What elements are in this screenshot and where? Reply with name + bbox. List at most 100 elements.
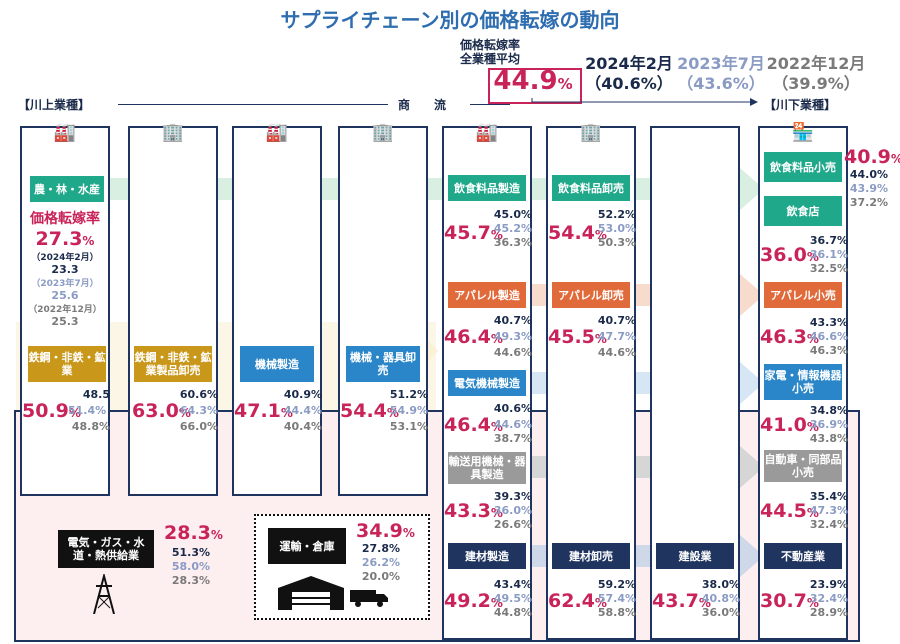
construction-v23: 40.8%	[701, 592, 740, 605]
average-arrow	[531, 98, 758, 106]
realestate-v24: 23.9%	[809, 578, 848, 591]
warehouse-icon	[278, 576, 344, 610]
apparel-rt-label: アパレル小売	[764, 282, 842, 308]
utility-v22: 28.3%	[171, 574, 210, 587]
steel-big: 50.9%	[22, 400, 81, 422]
office-icon: 🏢	[579, 122, 603, 143]
restaurant-v23: 36.1%	[809, 248, 848, 261]
apparel-rt-v24: 43.3%	[809, 316, 848, 329]
food-rt-big: 40.9%	[844, 146, 900, 168]
bm-ws-big: 62.4%	[548, 590, 607, 612]
apparel-ws-label: アパレル卸売	[552, 282, 630, 308]
bm-mfg-label: 建材製造	[448, 543, 526, 569]
steel-label: 鉄鋼・非鉄・鉱業	[28, 346, 106, 382]
average-box	[488, 68, 582, 104]
logistics-v23: 26.2%	[361, 556, 400, 569]
bm-ws-v23: 57.4%	[597, 592, 636, 605]
food-mfg-v23: 45.2%	[493, 222, 532, 235]
realestate-label: 不動産業	[764, 543, 842, 569]
elec-rt-v24: 34.8%	[809, 404, 848, 417]
downstream-label: 【川下業種】	[764, 98, 837, 112]
apparel-mfg-v22: 44.6%	[493, 346, 532, 359]
food-ws-v23: 53.0%	[597, 222, 636, 235]
steel-v24: 48.5	[82, 388, 110, 401]
food-rt-label: 飲食料品小売	[764, 152, 842, 182]
steel-v22: 48.8%	[71, 420, 110, 433]
bm-ws-label: 建材卸売	[552, 543, 630, 569]
restaurant-v24: 36.7%	[809, 234, 848, 247]
truck-icon	[350, 590, 388, 607]
flow-line-left	[118, 104, 388, 105]
office-icon: 🏢	[371, 122, 395, 143]
machinery-ws-v22: 53.1%	[389, 420, 428, 433]
average-label: 価格転嫁率 全業種平均	[459, 38, 520, 66]
transport-mfg-v24: 39.3%	[493, 490, 532, 503]
logistics-big: 34.9%	[356, 520, 415, 542]
auto-rt-v22: 32.4%	[809, 518, 848, 531]
apparel-ws-v24: 40.7%	[597, 314, 636, 327]
period-2024: 2024年2月 （40.6%）	[585, 54, 673, 93]
food-mfg-v24: 45.0%	[493, 208, 532, 221]
logistics-label: 運輸・倉庫	[268, 528, 346, 564]
realestate-v23: 32.4%	[809, 592, 848, 605]
elec-mfg-big: 46.4%	[444, 414, 503, 436]
period-2023: 2023年7月 （43.6%）	[677, 54, 765, 93]
elec-mfg-v23: 44.6%	[493, 418, 532, 431]
utility-label: 電気・ガス・水道・熱供給業	[58, 530, 154, 568]
elec-rt-v23: 36.9%	[809, 418, 848, 431]
power-tower-icon	[93, 574, 115, 614]
steel-ws-big: 63.0%	[132, 400, 191, 422]
apparel-mfg-label: アパレル製造	[448, 282, 526, 308]
food-rt-v22: 37.2%	[849, 196, 888, 209]
transport-mfg-v23: 36.0%	[493, 504, 532, 517]
ribbon-apparel-head	[740, 274, 764, 316]
period-2022: 2022年12月 （39.9%）	[766, 54, 866, 93]
column-machinery-ws	[338, 126, 428, 496]
ribbon-food-head	[740, 168, 764, 210]
ribbon-auto-head	[740, 446, 764, 488]
machinery-ws-v24: 51.2%	[389, 388, 428, 401]
elec-mfg-v22: 38.7%	[493, 432, 532, 445]
machinery-ws-big: 54.4%	[340, 400, 399, 422]
steel-ws-label: 鉄鋼・非鉄・鉱業製品卸売	[134, 346, 212, 382]
legend: 価格転嫁率 27.3% （2024年2月） 23.3 （2023年7月） 25.…	[28, 211, 102, 328]
machinery-v24: 40.9%	[283, 388, 322, 401]
auto-rt-label: 自動車・同部品小売	[764, 450, 842, 482]
steel-ws-v23: 64.3%	[179, 404, 218, 417]
transport-mfg-v22: 26.6%	[493, 518, 532, 531]
elec-mfg-v24: 40.6%	[493, 402, 532, 415]
apparel-ws-v22: 44.6%	[597, 346, 636, 359]
elec-rt-label: 家電・情報機器小売	[764, 364, 842, 400]
apparel-rt-v23: 46.6%	[809, 330, 848, 343]
realestate-big: 30.7%	[760, 590, 819, 612]
food-ws-big: 54.4%	[548, 222, 607, 244]
auto-rt-v23: 47.3%	[809, 504, 848, 517]
steel-ws-v22: 66.0%	[179, 420, 218, 433]
steel-ws-v24: 60.6%	[179, 388, 218, 401]
bm-mfg-v24: 43.4%	[493, 578, 532, 591]
logistics-v24: 27.8%	[361, 542, 400, 555]
apparel-rt-big: 46.3%	[760, 326, 819, 348]
logistics-v22: 20.0%	[361, 570, 400, 583]
transport-mfg-big: 43.3%	[444, 500, 503, 522]
machinery-v22: 40.4%	[283, 420, 322, 433]
ribbon-elec-head	[740, 362, 764, 404]
utility-big: 28.3%	[164, 522, 223, 544]
utility-v23: 58.0%	[171, 560, 210, 573]
apparel-rt-v22: 46.3%	[809, 344, 848, 357]
flow-label: 商 流	[398, 98, 447, 112]
bm-mfg-v22: 44.8%	[493, 606, 532, 619]
machinery-big: 47.1%	[234, 400, 293, 422]
bm-ws-v22: 58.8%	[597, 606, 636, 619]
elec-rt-big: 41.0%	[760, 414, 819, 436]
construction-label: 建設業	[656, 543, 734, 569]
office-icon: 🏢	[161, 122, 185, 143]
apparel-ws-v23: 47.7%	[597, 330, 636, 343]
upstream-label: 【川上業種】	[18, 98, 91, 112]
food-mfg-v22: 36.3%	[493, 236, 532, 249]
food-ws-v22: 50.3%	[597, 236, 636, 249]
transport-mfg-label: 輸送用機械・器具製造	[448, 452, 526, 484]
food-mfg-label: 飲食料品製造	[448, 175, 526, 201]
store-icon: 🏪	[791, 122, 815, 143]
realestate-v22: 28.9%	[809, 606, 848, 619]
